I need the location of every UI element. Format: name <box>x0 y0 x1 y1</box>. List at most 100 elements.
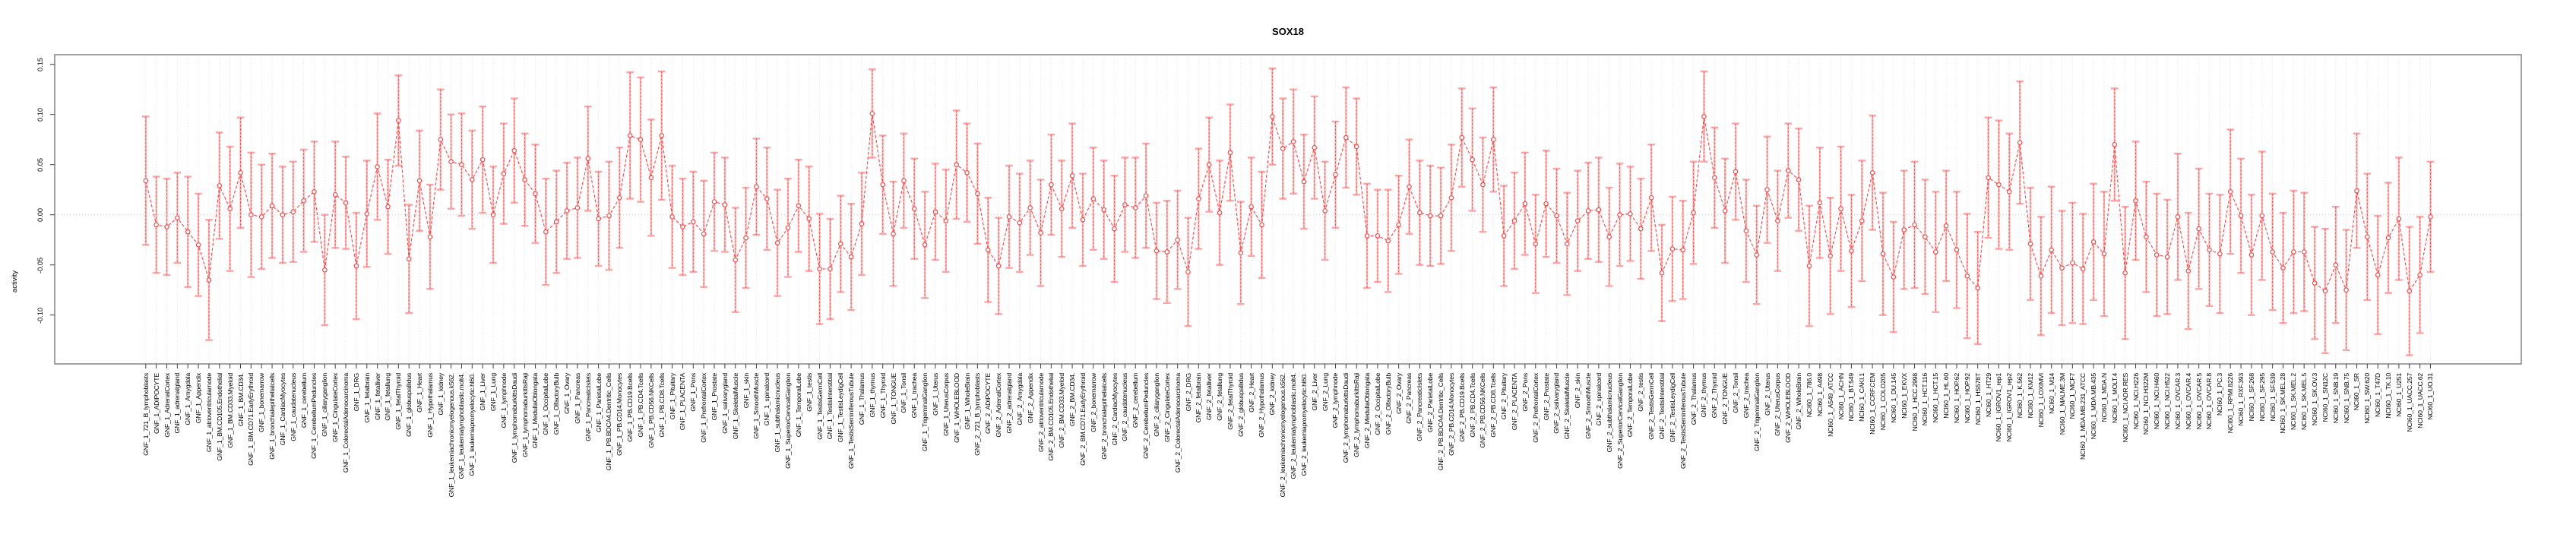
data-point <box>185 229 191 235</box>
x-tick-label: GNF_1_bronchialepithelialcells <box>268 373 277 460</box>
x-tick-label: GNF_2_PancreaticIslets <box>1416 373 1424 441</box>
data-point <box>1206 162 1212 167</box>
x-tick-label: GNF_2_Liver <box>1310 373 1318 411</box>
data-point <box>1407 184 1412 190</box>
data-point <box>1954 247 1960 253</box>
x-tick-label: GNF_1_caudatenucleus <box>289 373 297 441</box>
data-point <box>1828 253 1833 259</box>
data-point <box>711 199 717 204</box>
x-tick-label: GNF_2_TONGUE <box>1721 373 1729 425</box>
data-point <box>680 224 685 229</box>
x-tick-label: GNF_2_CerebellumPeduncles <box>1142 373 1150 459</box>
x-tick-label: NCI60_1_SF.268 <box>2247 373 2255 422</box>
data-point <box>153 222 159 228</box>
data-point <box>2428 214 2433 220</box>
x-tick-label: GNF_1_TestisGermCell <box>815 373 824 440</box>
x-tick-label: NCI60_1_NCI.ADR.RES <box>2121 373 2129 443</box>
data-point <box>2059 265 2065 270</box>
data-point <box>806 216 812 222</box>
x-tick-label: GNF_2_Prostate <box>1542 373 1550 421</box>
x-tick-label: GNF_1_ParietalLobe <box>594 373 603 433</box>
x-tick-label: NCI60_1_K.562 <box>2016 373 2024 419</box>
x-tick-label: GNF_1_BM.CD71.EarlyErythroid <box>247 373 255 466</box>
x-tick-label: GNF_2_skin <box>1574 373 1582 409</box>
x-tick-label: GNF_1_ColorectalAdenocarcinoma <box>342 373 350 473</box>
x-tick-label: GNF_1_PB.CD4.Tcells <box>637 373 644 438</box>
data-point <box>2301 249 2307 255</box>
x-tick-label: GNF_2_thymus <box>1700 373 1708 418</box>
data-point <box>1375 233 1381 239</box>
data-point <box>1901 227 1907 232</box>
x-tick-label: GNF_2_AdrenalCortex <box>995 373 1003 438</box>
x-tick-label: GNF_1_lymphnode <box>499 373 508 428</box>
x-tick-label: GNF_2_bronchialepithelialcells <box>1100 373 1108 460</box>
x-tick-label: GNF_1_fetalThyroid <box>394 373 403 430</box>
data-point <box>2238 213 2244 219</box>
x-tick-label: GNF_1_PB.BDCA4.Dentritic_Cells <box>605 373 613 471</box>
data-point <box>1427 213 1433 219</box>
x-tick-label: GNF_2_Ovary <box>1394 373 1403 414</box>
data-point <box>248 212 254 217</box>
y-axis-label: activity <box>11 270 19 292</box>
y-tick-label: 0.00 <box>36 207 44 222</box>
data-point <box>490 212 496 217</box>
data-point <box>891 231 896 237</box>
x-tick-label: GNF_1_OlfactoryBulb <box>552 373 561 435</box>
x-tick-label: GNF_2_BM.CD34. <box>1068 373 1077 427</box>
x-tick-label: GNF_1_adrenalgland <box>173 373 182 434</box>
x-tick-label: NCI60_1_SR <box>2353 373 2361 411</box>
data-point <box>280 212 286 217</box>
data-point <box>1712 175 1717 181</box>
x-tick-label: GNF_1_SkeletalMuscle <box>731 373 739 440</box>
data-point <box>2017 140 2023 145</box>
x-tick-label: NCI60_1_NCI.H460 <box>2153 373 2161 430</box>
x-tick-label: GNF_1_PB.CD56.NKCells <box>647 373 655 448</box>
plot-border <box>54 54 2522 365</box>
x-tick-label: NCI60_1_U251 <box>2394 373 2403 417</box>
data-point <box>585 156 591 162</box>
x-tick-label: GNF_1_salivarygland <box>720 373 729 434</box>
x-tick-label: NCI60_1_OVCAR.8 <box>2205 373 2214 430</box>
data-point <box>995 263 1002 269</box>
x-tick-label: GNF_2_TestisSeminiferousTubule <box>1679 373 1687 469</box>
data-point <box>1248 204 1254 210</box>
x-tick-label: GNF_1_OccipitalLobe <box>542 373 550 435</box>
data-point <box>1975 285 1980 291</box>
x-tick-label: GNF_1_testis <box>805 373 813 412</box>
data-point <box>1817 200 1823 206</box>
data-point <box>195 242 201 248</box>
x-tick-label: GNF_2_BM.CD33.Myeloid <box>1058 373 1066 448</box>
x-tick-label: GNF_2_Heart <box>1247 373 1255 413</box>
data-point <box>2112 142 2118 147</box>
x-tick-label: NCI60_1_LOXIMVI <box>2036 373 2045 428</box>
data-point <box>828 266 833 272</box>
x-tick-label: GNF_1_atrioventricularnode <box>204 373 213 452</box>
x-tick-label: NCI60_1_OVCAR.3 <box>2173 373 2182 430</box>
data-point <box>2049 247 2054 253</box>
x-tick-label: NCI60_1_CAKI.1 <box>1858 373 1866 422</box>
data-point <box>1869 169 1875 175</box>
x-tick-label: GNF_1_Thyroid <box>878 373 887 419</box>
x-tick-label: GNF_2_PB.CD8.Tcells <box>1489 373 1498 438</box>
x-tick-label: GNF_2_caudatenucleus <box>1121 373 1129 441</box>
x-tick-label: NCI60_1_HS578T <box>1973 373 1982 425</box>
x-tick-label: NCI60_1_DU.145 <box>1889 373 1897 423</box>
x-tick-label: NCI60_1_MALME.3M <box>2058 373 2066 435</box>
data-point <box>932 209 938 215</box>
x-tick-label: GNF_1_CardiacMyocytes <box>278 373 286 446</box>
x-tick-label: GNF_2_ColorectalAdenocarcinoma <box>1173 373 1182 473</box>
data-point <box>1880 251 1886 257</box>
x-tick-label: NCI60_1_A549_ATCC <box>1826 373 1834 437</box>
data-point <box>911 206 917 212</box>
x-tick-label: GNF_2_PLACENTA <box>1511 373 1519 431</box>
x-tick-label: GNF_1_SuperiorCervicalGanglion <box>783 373 792 469</box>
data-point <box>217 183 223 188</box>
data-point <box>2333 262 2339 267</box>
x-tick-label: GNF_1_Lung <box>489 373 498 412</box>
x-tick-label: NCI60_1_HL.60 <box>1942 373 1951 419</box>
x-tick-label: GNF_1_leukemiapromyelocytic.hl60. <box>468 373 476 476</box>
data-point <box>227 206 233 212</box>
data-point <box>1565 241 1570 247</box>
x-tick-label: GNF_2_fetalThyroid <box>1226 373 1234 430</box>
